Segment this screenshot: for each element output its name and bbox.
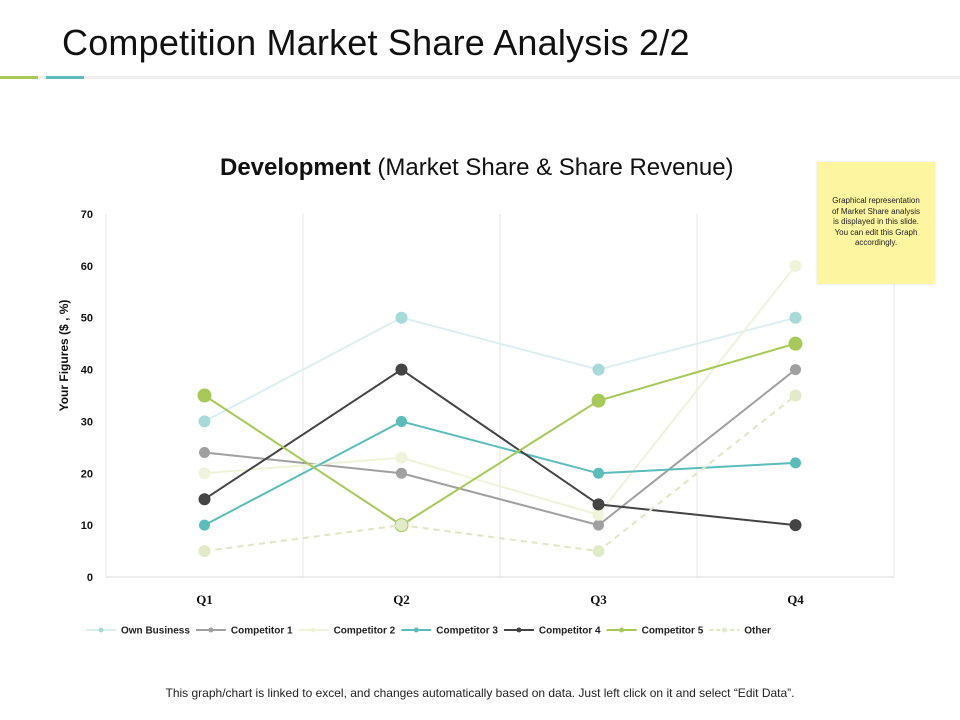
chart-title-rest: (Market Share & Share Revenue)	[370, 154, 734, 181]
data-point	[789, 311, 802, 324]
series-competitor-3	[199, 415, 801, 531]
series-line	[204, 394, 797, 553]
data-point	[198, 545, 211, 558]
series-line	[204, 420, 796, 527]
data-point	[593, 519, 604, 531]
legend-marker	[208, 627, 214, 633]
series-line	[204, 316, 796, 423]
legend-marker	[413, 627, 419, 633]
data-point	[789, 389, 802, 402]
y-tick-label: 0	[87, 572, 93, 584]
data-point	[395, 363, 408, 376]
data-point	[591, 393, 606, 408]
legend-marker	[311, 627, 317, 633]
legend-item: Other	[709, 626, 771, 637]
data-point	[197, 388, 212, 403]
legend-label: Competitor 5	[642, 626, 704, 637]
chart-title-bold: Development	[220, 154, 371, 181]
legend-label: Competitor 2	[334, 626, 396, 637]
accent-bar-teal	[46, 76, 84, 79]
sticky-note[interactable]: Graphical representation of Market Share…	[817, 162, 935, 284]
data-point	[593, 467, 604, 479]
legend-item: Competitor 3	[401, 626, 498, 637]
chart-title: Development (Market Share & Share Revenu…	[220, 154, 800, 182]
legend-label: Other	[744, 626, 771, 637]
x-category-label: Q2	[393, 592, 410, 607]
series-competitor-4	[198, 363, 802, 532]
series-other	[198, 389, 802, 558]
x-category-label: Q3	[590, 592, 607, 607]
data-point	[396, 415, 407, 427]
legend-label: Competitor 4	[539, 626, 601, 637]
legend-item: Own Business	[86, 626, 190, 637]
chart-series	[197, 259, 803, 558]
data-point	[395, 451, 408, 464]
data-point	[592, 545, 605, 558]
data-point	[788, 336, 803, 351]
legend-label: Own Business	[121, 626, 190, 637]
data-point	[790, 364, 801, 376]
y-axis-label: Your Figures ($ , %)	[57, 300, 71, 412]
chart-grid	[105, 214, 895, 577]
legend-item: Competitor 1	[195, 626, 293, 637]
data-point	[395, 519, 408, 532]
legend-label: Competitor 1	[231, 626, 293, 637]
data-point	[790, 457, 801, 469]
data-point	[198, 467, 211, 480]
y-tick-label: 20	[81, 468, 93, 480]
data-point	[592, 498, 605, 511]
legend-item: Competitor 2	[298, 626, 396, 637]
legend-marker	[516, 627, 522, 633]
data-point	[789, 519, 802, 532]
data-point	[199, 519, 210, 531]
series-own-business	[198, 311, 802, 428]
legend-marker	[721, 627, 727, 633]
series-line	[204, 265, 797, 516]
series-line	[203, 342, 796, 527]
series-competitor-2	[198, 259, 802, 521]
legend-marker	[619, 627, 625, 633]
legend-marker	[98, 627, 104, 633]
legend-label: Competitor 3	[436, 626, 498, 637]
legend-item: Competitor 4	[503, 626, 601, 637]
data-point	[198, 493, 211, 506]
y-tick-label: 10	[81, 520, 93, 532]
data-point	[199, 447, 210, 459]
data-point	[395, 311, 408, 324]
chart-axes: 0 10 20 30 40 50 60 70 Q1 Q2 Q3 Q4 Your Figures ($ ,…	[57, 209, 894, 607]
x-category-label: Q1	[196, 592, 213, 607]
slide-title: Competition Market Share Analysis 2/2	[62, 22, 690, 63]
data-point	[198, 415, 211, 428]
series-competitor-5	[197, 336, 803, 533]
data-point	[592, 508, 605, 521]
data-point	[592, 363, 605, 376]
series-line	[203, 368, 796, 527]
data-point	[396, 467, 407, 479]
y-tick-label: 30	[81, 416, 93, 428]
y-tick-label: 50	[81, 313, 93, 325]
accent-bar-green	[0, 76, 38, 79]
chart-legend: Own Business Competitor 1 Competitor 2 Comp…	[86, 626, 771, 637]
footer-note: This graph/chart is linked to excel, and…	[165, 686, 795, 700]
y-tick-label: 70	[81, 209, 93, 221]
title-rule	[0, 76, 960, 79]
x-category-label: Q4	[787, 592, 804, 607]
y-tick-label: 60	[81, 261, 93, 273]
data-point	[789, 259, 802, 272]
legend-item: Competitor 5	[606, 626, 704, 637]
series-line	[204, 368, 797, 527]
y-tick-label: 40	[81, 365, 93, 377]
series-competitor-1	[199, 364, 801, 531]
